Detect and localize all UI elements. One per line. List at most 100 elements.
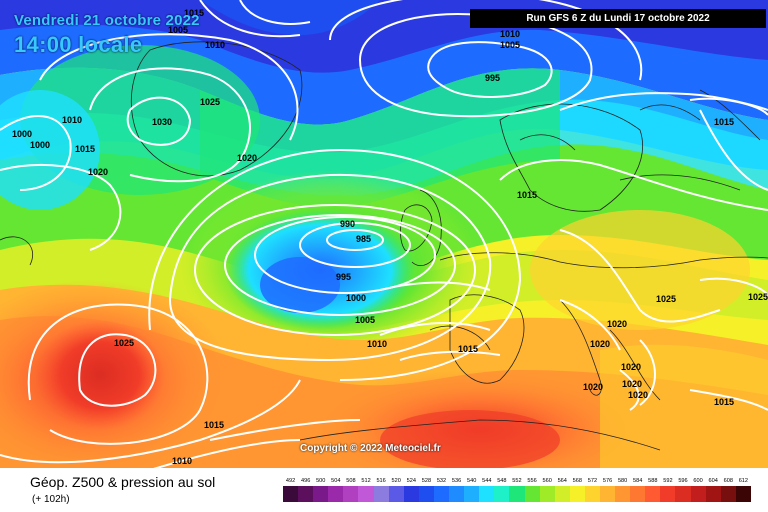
legend-swatch [298,486,314,502]
forecast-time: 14:00 locale [14,32,143,57]
legend-value-label: 532 [436,478,447,484]
isobar-label: 1015 [75,144,95,154]
legend-value-label: 576 [602,478,613,484]
legend-value-label: 588 [648,478,658,484]
legend-swatch [358,486,374,502]
isobar-label: 1020 [621,362,641,372]
isobar-label: 1015 [458,344,478,354]
legend-value-label: 552 [512,478,522,484]
legend-value-label: 544 [482,478,492,484]
legend-swatches [283,486,751,502]
legend-swatch [479,486,495,502]
isobar-label: 1000 [346,293,366,303]
legend-swatch [630,486,646,502]
legend-swatch [645,486,661,502]
weather-map: 1015 1010 1010 1005 1000 1025 1030 1000 … [0,0,768,468]
isobars [0,0,768,468]
isobar-label: 1020 [622,379,642,389]
isobar-label: 1020 [607,319,627,329]
isobar-label: 1020 [237,153,257,163]
legend-swatch [660,486,676,502]
legend-swatch [599,486,616,502]
isobar-label: 1005 [500,40,520,50]
legend-swatch [464,486,480,502]
legend-value-label: 524 [406,478,416,484]
legend-labels: 492 496 500 504 508 512 516 520 524 528 532 536 540 5… [283,478,751,484]
legend-value-label: 504 [331,478,341,484]
legend-swatch [388,486,404,502]
forecast-offset: (+ 102h) [32,494,70,505]
legend-swatch [509,486,525,502]
legend-value-label: 560 [542,478,552,484]
forecast-date: Vendredi 21 octobre 2022 [14,12,200,29]
legend-swatch [569,486,585,502]
legend-swatch [343,486,359,502]
isobar-label: 995 [485,73,500,83]
legend-value-label: 572 [587,478,598,484]
legend-swatch [494,486,510,502]
isobar-label: 1005 [168,25,188,35]
legend-swatch [449,486,465,502]
legend-swatch [554,486,570,502]
isobar-label: 990 [340,219,355,229]
isobar-label: 1030 [152,117,172,127]
isobar-label: 1025 [656,294,676,304]
legend-value-label: 604 [708,478,718,484]
legend-swatch [283,486,299,502]
legend-value-label: 612 [738,478,749,484]
legend-swatch [524,486,540,502]
legend-value-label: 512 [361,478,371,484]
isobar-label: 1025 [748,292,768,302]
legend-swatch [373,486,389,502]
legend-value-label: 540 [467,478,477,484]
legend-swatch [403,486,419,502]
legend-swatch [418,486,434,502]
isobar-label: 1010 [500,29,520,39]
isobar-label: 1010 [367,339,387,349]
isobar-label: 1020 [590,339,610,349]
legend-value-label: 496 [300,478,311,484]
legend-swatch [584,486,600,502]
legend-value-label: 596 [678,478,688,484]
legend-swatch [720,486,736,502]
legend-swatch [705,486,721,502]
legend-swatch [328,486,344,502]
coastlines [0,41,768,451]
isobar-label: 1000 [12,129,32,139]
legend-value-label: 568 [572,478,582,484]
legend-swatch [539,486,555,502]
isobar-label: 1025 [114,338,134,348]
map-canvas: 1015 1010 1010 1005 1000 1025 1030 1000 … [0,0,768,468]
legend-value-label: 556 [527,478,537,484]
legend-swatch [675,486,691,502]
legend-value-label: 508 [346,478,356,484]
legend-value-label: 516 [376,478,386,484]
legend-swatch [735,486,751,502]
legend-value-label: 608 [723,478,733,484]
isobar-label: 1015 [714,117,734,127]
footer-bar: Géop. Z500 & pression au sol (+ 102h) 49… [0,468,768,512]
legend-value-label: 492 [285,478,296,484]
legend-value-label: 528 [421,478,432,484]
isobar-label: 1010 [62,115,82,125]
isobar-label: 1020 [583,382,603,392]
isobar-label: 1020 [88,167,108,177]
isobar-label: 1010 [172,456,192,466]
isobar-label: 995 [336,272,351,282]
isobar-label: 1020 [628,390,648,400]
legend-value-label: 592 [663,478,673,484]
isobar-label: 1000 [30,140,50,150]
run-info: Run GFS 6 Z du Lundi 17 octobre 2022 [470,9,766,28]
legend-swatch [433,486,450,502]
legend-value-label: 584 [633,478,643,484]
isobar-label: 1015 [517,190,537,200]
isobar-label: 1015 [184,8,204,18]
isobar-label: 1015 [204,420,224,430]
legend-swatch [313,486,329,502]
isobar-label: 1005 [355,315,375,325]
isobar-labels: 1015 1010 1010 1005 1000 1025 1030 1000 … [12,8,768,466]
legend-value-label: 500 [316,478,326,484]
isobar-label: 985 [356,234,371,244]
color-legend: 492 496 500 504 508 512 516 520 524 528 532 536 540 5… [283,478,751,502]
